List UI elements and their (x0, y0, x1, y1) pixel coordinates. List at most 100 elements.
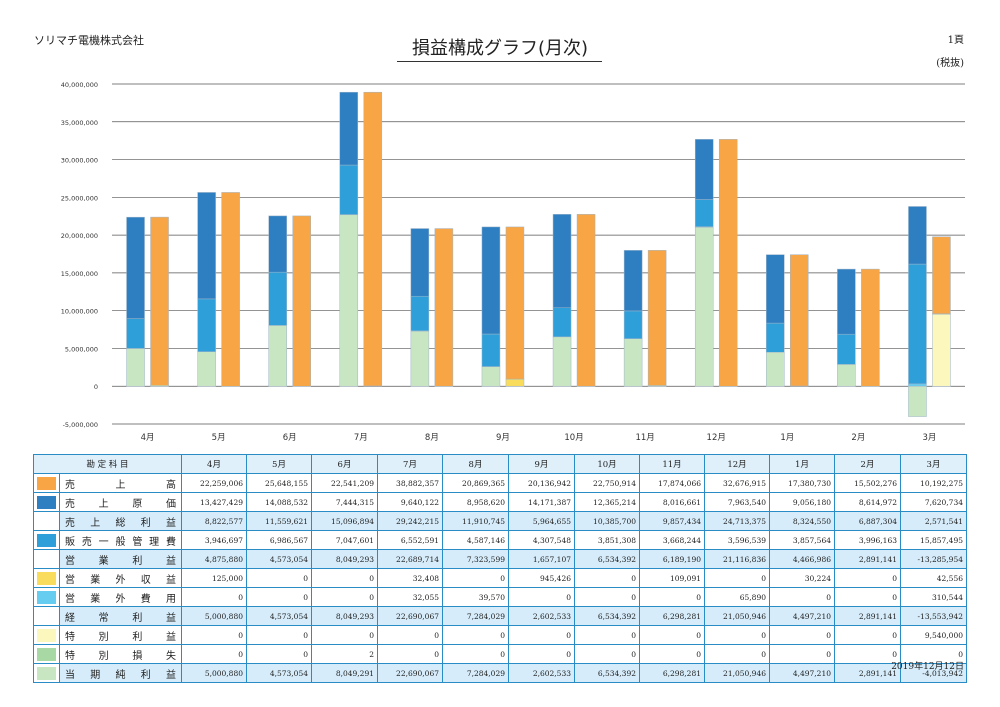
x-tick-label: 9月 (496, 433, 510, 443)
table-cell: 0 (834, 587, 901, 607)
bar-sga (837, 333, 856, 365)
legend-swatch (33, 568, 60, 588)
bar-net-profit (908, 385, 927, 417)
table-cell: 5,000,880 (181, 663, 247, 683)
table-cell: 15,857,495 (900, 530, 967, 550)
table-cell: 22,750,914 (574, 473, 640, 493)
table-cell: 2,571,541 (900, 511, 967, 531)
y-tick-label: 20,000,000 (61, 232, 98, 240)
bar-sales (505, 226, 525, 380)
title-underline (397, 61, 602, 62)
bar-sga (766, 322, 785, 353)
legend-swatch (33, 530, 60, 550)
table-cell: 3,857,564 (769, 530, 835, 550)
table-cell: 9,056,180 (769, 492, 835, 512)
table-cell: 2,891,141 (834, 663, 901, 683)
account-label: 経 常 利 益 (59, 606, 182, 626)
table-cell: 0 (311, 625, 378, 645)
month-header: 3月 (900, 454, 967, 474)
table-cell: 0 (704, 625, 770, 645)
bar-net-profit (268, 325, 287, 387)
table-cell: 0 (639, 644, 705, 664)
table-cell: 15,502,276 (834, 473, 901, 493)
legend-swatch (33, 644, 60, 664)
y-tick-label: 5,000,000 (65, 345, 98, 353)
table-cell: 0 (442, 644, 509, 664)
x-tick-label: 10月 (564, 433, 583, 443)
bar-sga (694, 199, 714, 227)
table-cell: 7,284,029 (442, 606, 509, 626)
table-cell: 7,323,599 (442, 549, 509, 569)
table-cell: 42,556 (900, 568, 967, 588)
table-cell: 4,573,054 (246, 606, 312, 626)
legend-swatch (33, 473, 60, 493)
bar-cost-of-sales (197, 192, 216, 300)
account-header: 勘 定 科 目 (33, 454, 182, 474)
tax-note: (税抜) (936, 58, 964, 69)
table-cell: 14,171,387 (508, 492, 575, 512)
table-cell: 8,324,550 (769, 511, 835, 531)
table-cell: 65,890 (704, 587, 770, 607)
table-cell: 0 (311, 587, 378, 607)
table-cell: 21,116,836 (704, 549, 770, 569)
profit-loss-table: 勘 定 科 目 4月 5月 6月 7月 8月 9月 10月 11月 12月 1月 2月 3月 売 上 … (33, 454, 967, 683)
table-cell: 310,544 (900, 587, 967, 607)
table-cell: 0 (574, 587, 640, 607)
account-label: 売 上 原 価 (59, 492, 182, 512)
table-cell: 0 (377, 625, 443, 645)
page-number: 1頁 (947, 35, 964, 46)
table-cell: 8,016,661 (639, 492, 705, 512)
table-cell: 32,676,915 (704, 473, 770, 493)
account-label: 販 売 一 般 管 理 費 (59, 530, 182, 550)
table-cell: 0 (508, 625, 575, 645)
bar-net-profit (339, 214, 359, 387)
table-cell: 0 (246, 587, 312, 607)
bar-cost-of-sales (766, 254, 785, 324)
bar-cost-of-sales (552, 214, 572, 309)
x-tick-label: 2月 (851, 433, 865, 443)
table-cell: 21,050,946 (704, 606, 770, 626)
bar-cost-of-sales (908, 206, 927, 265)
account-label: 特 別 損 失 (59, 644, 182, 664)
bar-net-profit (197, 351, 216, 387)
table-cell: 0 (246, 625, 312, 645)
bar-net-profit (837, 364, 856, 387)
table-cell: 4,307,548 (508, 530, 575, 550)
table-cell: 4,497,210 (769, 606, 835, 626)
table-cell: 0 (704, 644, 770, 664)
table-cell: 8,958,620 (442, 492, 509, 512)
bar-net-profit (410, 330, 430, 387)
bar-sga (410, 295, 430, 332)
table-cell: 4,573,054 (246, 549, 312, 569)
legend-swatch (33, 625, 60, 645)
table-cell: 0 (574, 568, 640, 588)
table-cell: 0 (769, 587, 835, 607)
y-tick-label: -5,000,000 (63, 421, 98, 429)
x-tick-label: 4月 (141, 433, 155, 443)
table-cell: 4,497,210 (769, 663, 835, 683)
table-cell: 6,552,591 (377, 530, 443, 550)
table-cell: 125,000 (181, 568, 247, 588)
x-tick-label: 5月 (212, 433, 226, 443)
month-header: 8月 (442, 454, 509, 474)
table-cell: 17,380,730 (769, 473, 835, 493)
y-tick-label: 0 (94, 383, 98, 391)
table-cell: 9,640,122 (377, 492, 443, 512)
account-label: 売 上 総 利 益 (59, 511, 182, 531)
bar-sga (481, 333, 501, 367)
table-cell: 6,534,392 (574, 663, 640, 683)
bar-sales (150, 216, 169, 386)
legend-swatch (33, 549, 60, 569)
account-label: 特 別 利 益 (59, 625, 182, 645)
table-cell: 3,668,244 (639, 530, 705, 550)
table-cell: 0 (442, 568, 509, 588)
bar-extraordinary-profit (932, 313, 951, 387)
table-cell: 2,602,533 (508, 606, 575, 626)
table-row: 営 業 利 益 4,875,880 4,573,054 8,049,293 22,689… (33, 549, 967, 569)
table-row: 売 上 高 22,259,006 25,648,155 22,541,209 38,88… (33, 473, 967, 493)
table-cell: 14,088,532 (246, 492, 312, 512)
y-tick-label: 35,000,000 (61, 119, 98, 127)
table-cell: 2,891,141 (834, 606, 901, 626)
account-label: 営 業 外 費 用 (59, 587, 182, 607)
